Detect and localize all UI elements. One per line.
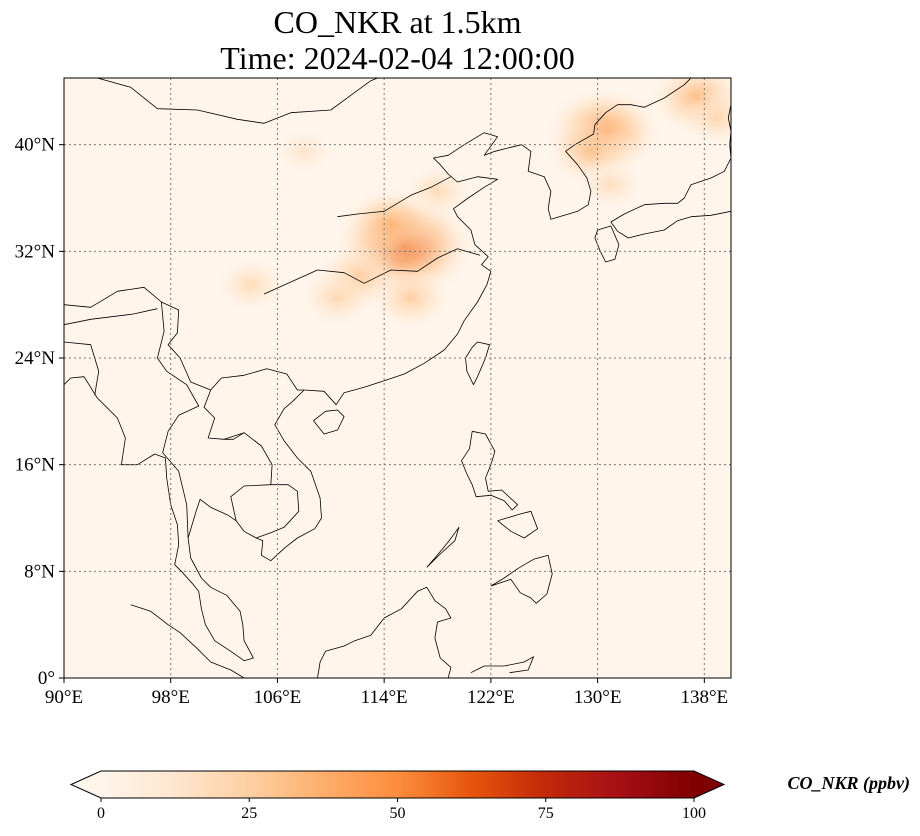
yellow-river-outline [337,176,452,218]
laos-thai-border-outline [224,432,245,440]
yangtze-outline [263,248,481,295]
russia-coast-outline [605,78,692,114]
colorbar-tick-label: 25 [241,805,257,822]
concentration-plume [679,88,731,148]
concentration-plume [576,158,646,212]
concentration-plume [214,256,288,313]
kyushu-outline [594,225,620,263]
sulawesi-north-outline [470,656,534,674]
colorbar-tick-label: 0 [97,805,105,822]
y-tick-label: 24°N [15,348,56,369]
y-tick-label: 40°N [15,135,56,156]
mindanao-outline [490,554,553,604]
mongolia-border-outline [95,78,379,124]
colorbar: 0 25 50 75 100 CO_NKR (ppbv) [69,770,911,822]
y-tick-label: 16°N [15,455,56,476]
colorbar-tick-label: 50 [390,805,406,822]
y-tick-label: 8°N [24,561,55,582]
gridlines [64,78,731,678]
korea-outline [521,112,606,220]
x-tick-label: 122°E [467,687,515,708]
concentration-plume [401,163,474,220]
colorbar-tick-label: 100 [682,805,706,822]
x-tick-label: 98°E [152,687,190,708]
thai-cambodia-outline [230,484,271,521]
myanmar-thai-outline [156,301,200,539]
title-line-2: Time: 2024-02-04 12:00:00 [220,40,575,76]
y-tick-label: 0° [38,668,55,689]
concentration-field [214,78,731,331]
indochina-coast-outline [64,376,322,662]
concentration-plume [273,127,336,176]
colorbar-gradient [101,771,694,798]
axis-ticks: 90°E 98°E 106°E 114°E 122°E 130°E 138°E 0° 8°N 16… [15,135,729,708]
x-tick-label: 138°E [680,687,728,708]
x-tick-label: 90°E [45,687,83,708]
hainan-outline [313,409,345,435]
india-border-outline [64,308,158,326]
laos-vietnam-border-outline [203,389,300,539]
visayas-outline [497,510,538,539]
coastlines [64,78,731,678]
colorbar-label: CO_NKR (ppbv) [788,773,911,794]
japan-honshu-outline [610,78,731,239]
y-tick-label: 32°N [15,241,56,262]
sumatra-outline [130,604,245,678]
palawan-outline [426,526,460,568]
colorbar-extend-max [694,771,724,798]
concentration-plume [368,265,453,331]
concentration-plume [299,268,376,328]
title-line-1: CO_NKR at 1.5km [273,4,522,40]
china-coast-outline [304,132,522,406]
borneo-outline [317,586,452,678]
chart-title: CO_NKR at 1.5km Time: 2024-02-04 12:00:0… [64,4,731,76]
taiwan-outline [465,341,490,386]
map-frame [63,77,732,679]
colorbar-tick-label: 75 [538,805,554,822]
luzon-outline [461,430,518,511]
x-tick-label: 130°E [574,687,622,708]
x-tick-label: 106°E [254,687,302,708]
colorbar-extend-min [71,771,101,798]
x-tick-label: 114°E [361,687,408,708]
map-area [64,78,731,678]
